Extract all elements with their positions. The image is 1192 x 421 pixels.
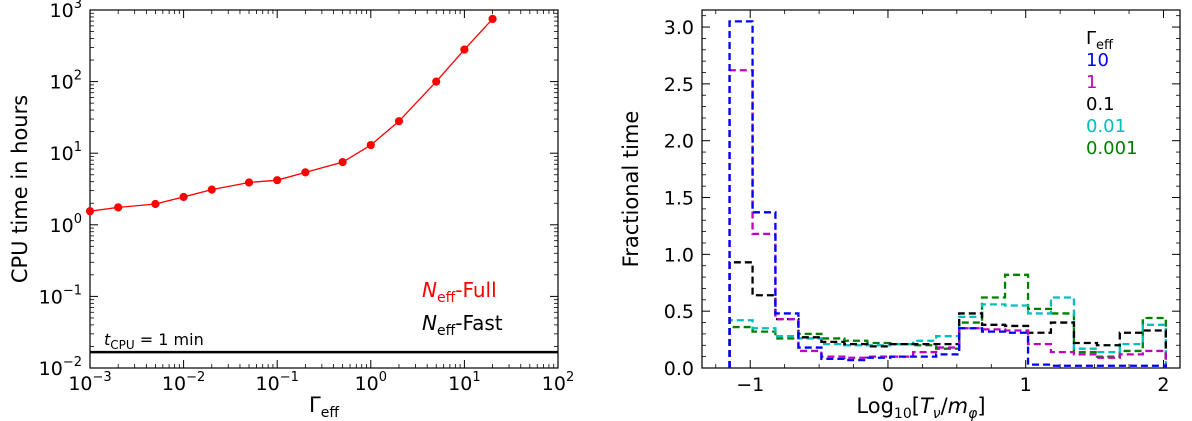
legend-entry: 0.001 bbox=[1086, 138, 1138, 159]
x-tick-label: 102 bbox=[542, 370, 574, 395]
data-point bbox=[488, 14, 497, 24]
plot-frame bbox=[89, 9, 559, 369]
y-axis-label: CPU time in hours bbox=[8, 95, 32, 283]
y-tick-label: 103 bbox=[50, 0, 82, 22]
x-tick-label: 0 bbox=[882, 374, 894, 396]
x-tick-label: 10−3 bbox=[68, 370, 111, 395]
series-line-neff-full bbox=[89, 18, 494, 212]
y-tick-label: 102 bbox=[50, 69, 82, 94]
data-point bbox=[460, 45, 469, 54]
data-point bbox=[301, 168, 310, 177]
legend-entry: 10 bbox=[1086, 50, 1109, 71]
histogram-series-10 bbox=[728, 20, 1167, 368]
x-tick-label: 1 bbox=[1020, 374, 1032, 396]
x-axis-label: Log10[Tν/mφ] bbox=[856, 394, 985, 421]
data-point bbox=[338, 158, 347, 167]
y-tick-label: 1.5 bbox=[664, 188, 694, 210]
y-tick-label: 10−1 bbox=[39, 283, 82, 308]
y-tick-label: 0.5 bbox=[664, 301, 694, 323]
legend-title: Γeff bbox=[1086, 28, 1114, 53]
legend-entry: 0.1 bbox=[1086, 94, 1115, 115]
y-tick-label: 100 bbox=[50, 212, 82, 237]
data-point bbox=[394, 117, 404, 126]
cpu-time-chart: 10−3 10−2 10−1 100 101 10210−210−110010110210… bbox=[8, 0, 574, 421]
x-tick-label: 100 bbox=[355, 370, 387, 395]
fractional-time-chart: −1 0 1 20.00.51.01.52.02.53.0 Γeff1010.10.01… bbox=[619, 9, 1181, 421]
y-tick-label: 3.0 bbox=[664, 17, 694, 39]
legend-entry: 0.01 bbox=[1086, 116, 1126, 137]
legend-entry: 1 bbox=[1086, 72, 1097, 93]
data-point bbox=[273, 176, 282, 185]
data-point bbox=[366, 140, 375, 150]
legend-entry: Neff-Full bbox=[422, 278, 497, 306]
y-tick-label: 0.0 bbox=[664, 358, 694, 380]
y-tick-label: 2.0 bbox=[664, 131, 694, 153]
y-tick-label: 101 bbox=[50, 140, 82, 165]
cpu-time-annotation: tCPU = 1 min bbox=[104, 330, 204, 352]
x-tick-label: 10−2 bbox=[162, 370, 205, 395]
x-tick-label: 101 bbox=[448, 370, 480, 395]
x-tick-label: 10−1 bbox=[256, 370, 299, 395]
y-axis-label: Fractional time bbox=[619, 111, 643, 268]
y-tick-label: 1.0 bbox=[664, 244, 694, 266]
plot-frame bbox=[701, 9, 1181, 369]
data-point bbox=[244, 178, 254, 187]
data-point bbox=[179, 192, 188, 202]
x-tick-label: 2 bbox=[1157, 374, 1169, 396]
data-point bbox=[432, 77, 441, 86]
x-tick-label: −1 bbox=[736, 374, 764, 396]
y-tick-label: 2.5 bbox=[664, 74, 694, 96]
y-tick-label: 10−2 bbox=[39, 355, 82, 380]
data-point bbox=[85, 207, 95, 216]
data-point bbox=[207, 185, 216, 194]
x-axis-label: Γeff bbox=[309, 393, 339, 421]
legend-entry: Neff-Fast bbox=[422, 311, 503, 339]
data-point bbox=[114, 203, 123, 212]
data-point bbox=[151, 199, 160, 209]
histogram-series-0-001 bbox=[728, 273, 1167, 368]
